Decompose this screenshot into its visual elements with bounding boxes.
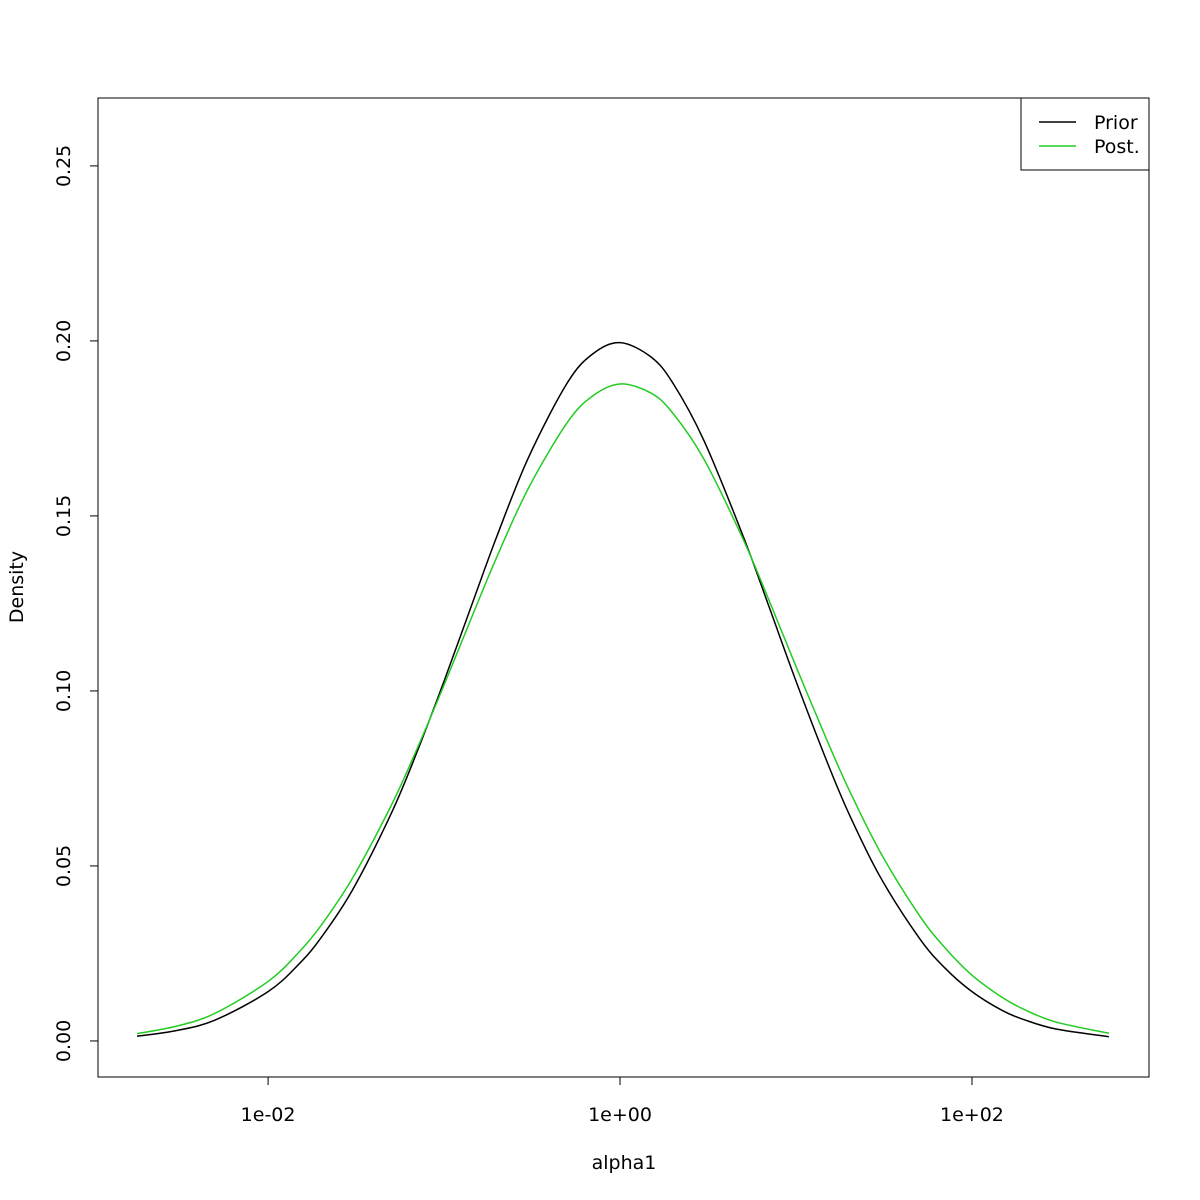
y-tick-label: 0.10 [53, 670, 75, 712]
y-tick-label: 0.25 [53, 145, 75, 187]
x-axis-label: alpha1 [592, 1152, 657, 1174]
y-tick-label: 0.00 [53, 1020, 75, 1062]
x-tick-label: 1e+00 [588, 1104, 652, 1126]
x-tick-label: 1e+02 [940, 1104, 1004, 1126]
series-line [136, 341, 1110, 1038]
legend-label: Post. [1094, 136, 1140, 158]
y-tick-label: 0.05 [53, 845, 75, 887]
series-line [136, 383, 1110, 1035]
plot-box [97, 97, 1150, 1078]
y-tick-label: 0.15 [53, 495, 75, 537]
y-axis-label: Density [6, 551, 28, 623]
legend-box [1020, 97, 1150, 171]
legend-label: Prior [1094, 112, 1138, 134]
y-tick-label: 0.20 [53, 320, 75, 362]
x-tick-label: 1e-02 [241, 1104, 296, 1126]
